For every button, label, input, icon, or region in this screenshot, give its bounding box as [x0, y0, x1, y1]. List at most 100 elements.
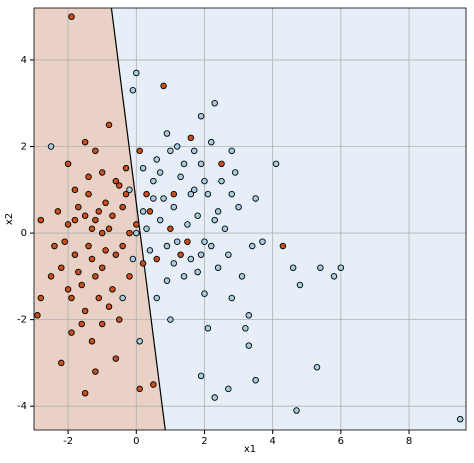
point [102, 247, 109, 254]
plot-frame [33, 7, 467, 431]
point [194, 212, 201, 220]
point [88, 225, 96, 232]
point [197, 372, 205, 380]
region-class-1 [111, 8, 466, 430]
point [225, 385, 232, 393]
point [177, 251, 184, 258]
point [119, 242, 126, 250]
point [139, 260, 147, 267]
point [71, 216, 79, 224]
point [279, 242, 287, 250]
point [143, 190, 150, 198]
point [313, 363, 321, 371]
point [153, 156, 160, 163]
point [51, 242, 58, 250]
point [81, 138, 89, 146]
point [170, 203, 178, 211]
point [208, 138, 215, 146]
point [37, 294, 45, 302]
point [293, 407, 300, 414]
point [119, 203, 126, 211]
point [248, 242, 256, 250]
point [456, 415, 464, 423]
x-tick-label: 8 [406, 436, 412, 447]
point [47, 143, 55, 150]
point [98, 229, 106, 237]
point [167, 225, 174, 232]
point [242, 325, 249, 332]
point [150, 177, 157, 185]
point [81, 307, 89, 315]
y-tick-label: 0 [21, 228, 27, 239]
point [37, 216, 45, 224]
point [133, 69, 140, 77]
point [296, 281, 304, 289]
point [228, 190, 236, 198]
point [136, 147, 143, 155]
point [95, 208, 103, 215]
point [68, 294, 75, 302]
point [167, 316, 174, 323]
point [81, 389, 89, 397]
x-tick-label: 2 [201, 436, 207, 447]
point [218, 177, 225, 185]
point [112, 355, 120, 362]
point [71, 251, 79, 258]
point [98, 169, 106, 176]
point [34, 312, 41, 319]
point [160, 195, 167, 202]
point [115, 316, 123, 323]
point [126, 186, 133, 194]
point [201, 238, 208, 245]
point [92, 147, 99, 155]
point [184, 221, 191, 228]
point [197, 251, 205, 258]
point [191, 147, 198, 155]
point [64, 221, 72, 228]
point [143, 225, 150, 232]
point [119, 294, 126, 302]
point [187, 255, 195, 263]
point [85, 190, 92, 198]
point [204, 325, 212, 332]
point [71, 186, 79, 194]
point [330, 273, 338, 280]
point [160, 82, 167, 90]
point [221, 225, 229, 232]
point [150, 381, 157, 388]
point [109, 286, 116, 293]
point [173, 238, 181, 245]
point [47, 273, 55, 280]
point [259, 238, 266, 245]
point [201, 290, 208, 297]
point [133, 229, 140, 237]
point [92, 368, 99, 375]
point [139, 208, 147, 215]
point [208, 242, 215, 250]
point [109, 212, 116, 220]
point [272, 160, 280, 168]
point [98, 264, 106, 271]
point [337, 264, 345, 271]
point [191, 186, 198, 194]
point [64, 160, 72, 168]
point [228, 294, 236, 302]
point [115, 182, 123, 189]
point [184, 238, 191, 245]
point [64, 286, 72, 293]
point [75, 203, 82, 211]
point [150, 195, 157, 202]
point [88, 255, 96, 263]
point [204, 190, 212, 198]
x-tick-label: 0 [133, 436, 139, 447]
point [105, 121, 113, 129]
point [163, 242, 171, 250]
point [211, 99, 218, 107]
point [122, 164, 130, 172]
point [146, 247, 154, 254]
y-axis-label: x2 [4, 213, 15, 225]
point [126, 273, 133, 280]
point [211, 394, 218, 401]
point [58, 264, 65, 271]
